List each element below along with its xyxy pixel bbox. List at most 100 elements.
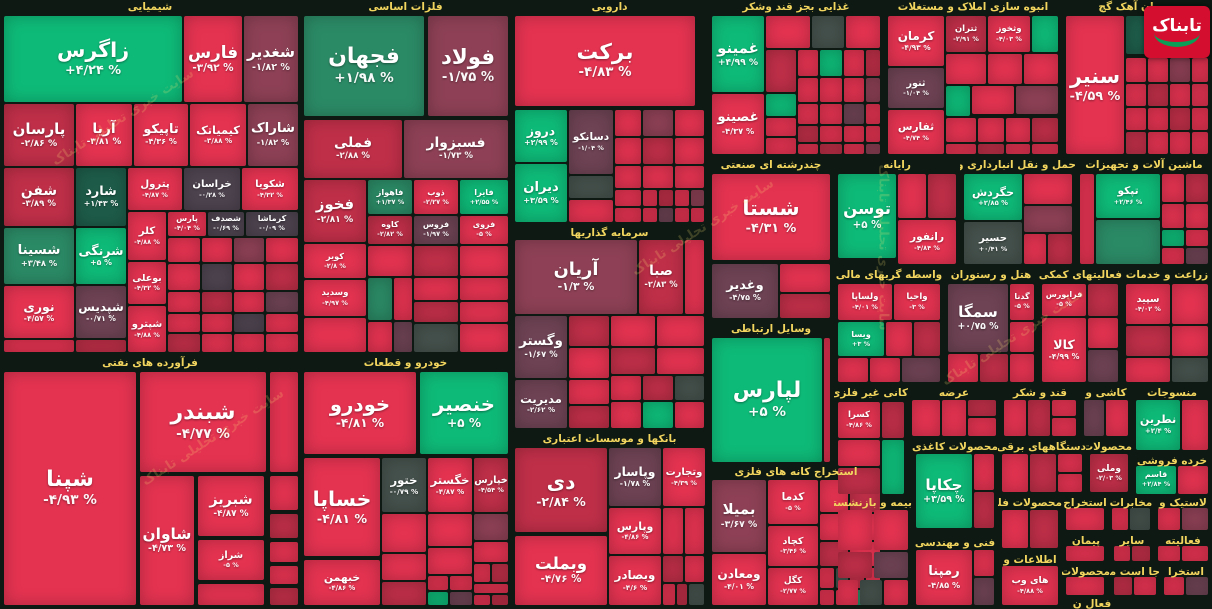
stock-tile-hotel-restaurant-1[interactable]: گدنا -۵ % [1010,284,1034,320]
stock-tile-computer-0[interactable]: توسن +۵ % [838,174,896,258]
stock-tile-basic-metals-11[interactable]: کویر -۲/۸ % [304,244,366,278]
stock-tile-small[interactable] [615,208,641,222]
stock-tile-chemical-10[interactable]: پترول -۴/۸۷ % [128,168,182,210]
stock-tile-small[interactable] [968,400,996,416]
stock-tile-chemical-18[interactable]: شرنگی +۵ % [76,228,126,284]
stock-tile-chemical-12[interactable]: شکویا -۴/۳۲ % [242,168,298,210]
stock-tile-small[interactable] [974,492,994,528]
stock-tile-chemical-9[interactable]: شارد +۱/۴۳ % [76,168,126,226]
stock-tile-small[interactable] [838,358,868,382]
stock-tile-small[interactable] [978,118,1004,142]
stock-tile-investment-3[interactable]: مدیریت -۲/۶۲ % [515,380,567,428]
stock-tile-small[interactable] [1192,108,1208,130]
stock-tile-small[interactable] [474,542,508,562]
stock-tile-small[interactable] [611,348,655,374]
stock-tile-small[interactable] [1158,508,1180,530]
stock-tile-small[interactable] [368,322,392,352]
stock-tile-small[interactable] [820,590,834,605]
stock-tile-small[interactable] [866,104,880,124]
stock-tile-small[interactable] [492,595,508,605]
stock-tile-pharma-1[interactable]: دروز +۲/۹۹ % [515,110,567,162]
stock-tile-small[interactable] [428,592,448,605]
stock-tile-basic-metals-4[interactable]: فخوز -۲/۸۱ % [304,180,366,242]
stock-tile-small[interactable] [1088,284,1118,316]
stock-tile-small[interactable] [978,144,1004,154]
stock-tile-small[interactable] [1106,400,1128,436]
stock-tile-auto-parts-0[interactable]: خودرو -۴/۸۱ % [304,372,416,454]
stock-tile-small[interactable] [1048,234,1072,264]
stock-tile-small[interactable] [394,278,412,320]
stock-tile-small[interactable] [914,322,940,356]
stock-tile-small[interactable] [1114,546,1130,561]
stock-tile-small[interactable] [474,514,508,540]
stock-tile-small[interactable] [820,144,842,154]
stock-tile-small[interactable] [304,318,366,352]
stock-tile-food-1[interactable]: غصینو -۴/۳۷ % [712,94,764,154]
stock-tile-small[interactable] [611,316,655,346]
stock-tile-small[interactable] [1148,108,1168,130]
stock-tile-auto-parts-4[interactable]: خگستر -۴/۸۷ % [428,458,472,512]
stock-tile-small[interactable] [1172,326,1208,356]
stock-tile-small[interactable] [1126,358,1170,382]
stock-tile-small[interactable] [968,418,996,436]
stock-tile-small[interactable] [202,334,232,352]
stock-tile-small[interactable] [844,144,864,154]
stock-tile-small[interactable] [266,334,298,352]
stock-tile-small[interactable] [766,94,796,116]
stock-tile-small[interactable] [643,138,673,164]
stock-tile-banks-5[interactable]: وبصادر -۴/۶ % [609,556,661,605]
stock-tile-small[interactable] [1002,454,1028,492]
stock-tile-small[interactable] [912,400,940,436]
stock-tile-small[interactable] [474,595,490,605]
stock-tile-small[interactable] [615,190,641,206]
stock-tile-small[interactable] [946,118,976,142]
stock-tile-small[interactable] [1028,400,1050,436]
stock-tile-small[interactable] [659,208,673,222]
stock-tile-small[interactable] [946,54,986,84]
stock-tile-small[interactable] [266,292,298,312]
stock-tile-small[interactable] [675,138,704,164]
stock-tile-small[interactable] [474,564,490,582]
stock-tile-small[interactable] [1010,322,1034,352]
stock-tile-small[interactable] [874,552,908,578]
stock-tile-small[interactable] [866,144,880,154]
stock-tile-small[interactable] [1162,174,1184,202]
stock-tile-auto-parts-5[interactable]: خپارس -۴/۵۴ % [474,458,508,512]
stock-tile-small[interactable] [838,552,872,578]
stock-tile-small[interactable] [663,508,683,554]
stock-tile-small[interactable] [1088,318,1118,348]
stock-tile-small[interactable] [946,144,976,154]
stock-tile-small[interactable] [824,338,830,462]
stock-tile-small[interactable] [1096,220,1160,264]
stock-tile-products-0[interactable]: وملی -۲/۰۳ % [1090,454,1128,492]
stock-tile-small[interactable] [1058,474,1082,492]
stock-tile-small[interactable] [368,278,392,320]
stock-tile-banks-1[interactable]: وپاسار -۱/۷۸ % [609,448,661,506]
stock-tile-small[interactable] [798,104,818,124]
stock-tile-engineering-0[interactable]: رمپنا -۴/۸۵ % [916,550,972,605]
stock-tile-small[interactable] [1182,546,1208,561]
stock-tile-small[interactable] [798,126,818,142]
stock-tile-small[interactable] [677,584,687,605]
stock-tile-small[interactable] [1126,58,1146,82]
stock-tile-small[interactable] [675,110,704,136]
stock-tile-small[interactable] [1030,454,1056,492]
stock-tile-small[interactable] [798,78,818,102]
stock-tile-small[interactable] [820,126,842,142]
stock-tile-small[interactable] [450,576,472,590]
stock-tile-chemical-21[interactable]: شپدیس -۰/۷۱ % [76,286,126,338]
stock-tile-small[interactable] [460,324,508,352]
stock-tile-small[interactable] [1002,510,1028,548]
stock-tile-small[interactable] [1148,84,1168,106]
stock-tile-small[interactable] [1132,546,1150,561]
stock-tile-small[interactable] [569,200,613,222]
stock-tile-small[interactable] [643,190,657,206]
stock-tile-small[interactable] [394,322,412,352]
stock-tile-chemical-11[interactable]: خراسان -۰/۲۸ % [184,168,240,210]
stock-tile-small[interactable] [202,264,232,290]
stock-tile-small[interactable] [1148,58,1168,82]
stock-tile-small[interactable] [76,340,126,352]
stock-tile-textiles-0[interactable]: نطرین +۲/۴ % [1136,400,1180,450]
stock-tile-small[interactable] [1052,418,1076,436]
stock-tile-chemical-22[interactable]: شپترو -۴/۸۸ % [128,306,166,352]
